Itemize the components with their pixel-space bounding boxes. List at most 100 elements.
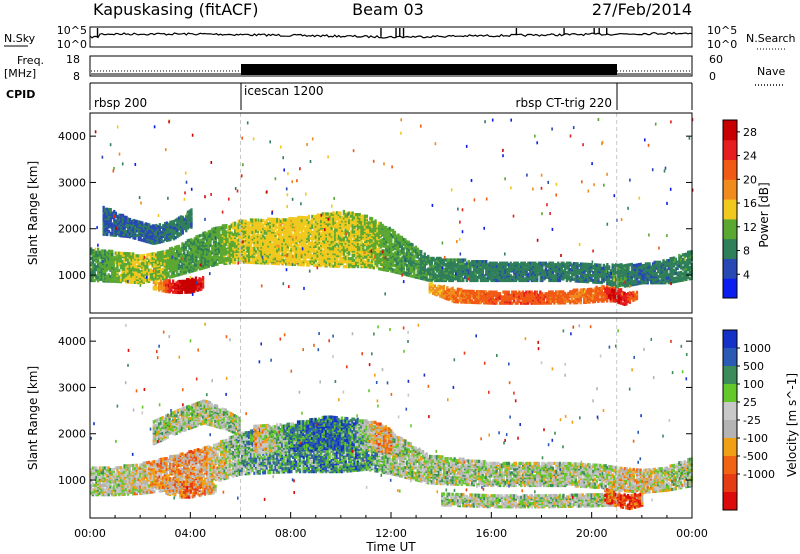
heatmap-cell	[172, 247, 175, 251]
heatmap-cell	[205, 232, 209, 236]
heatmap-cell	[191, 245, 195, 249]
heatmap-cell	[193, 237, 196, 241]
heatmap-cell	[370, 217, 374, 221]
heatmap-cell	[91, 250, 95, 254]
heatmap-cell	[216, 250, 219, 254]
heatmap-cell	[130, 277, 133, 281]
heatmap-cell	[411, 243, 414, 247]
heatmap-cell	[163, 275, 166, 279]
heatmap-cell	[211, 235, 214, 239]
heatmap-cell	[93, 263, 96, 267]
heatmap-cell	[184, 246, 188, 250]
noise-left-tick-top: 10^5	[57, 24, 87, 37]
heatmap-cell	[167, 254, 170, 258]
heatmap-cell	[423, 252, 426, 256]
heatmap-cell	[197, 252, 200, 256]
heatmap-cell	[155, 275, 158, 279]
heatmap-cell	[170, 268, 174, 272]
heatmap-cell	[125, 263, 128, 267]
heatmap-cell	[111, 276, 114, 280]
heatmap-cell	[128, 255, 131, 259]
heatmap-cell	[123, 262, 126, 267]
heatmap-cell	[98, 250, 102, 255]
heatmap-cell	[132, 280, 135, 284]
cpid-segment-2: icescan 1200	[244, 84, 323, 98]
heatmap-cell	[107, 262, 110, 266]
heatmap-cell	[183, 248, 186, 252]
heatmap-cell	[142, 254, 145, 258]
heatmap-cell	[214, 258, 217, 262]
heatmap-cell	[162, 258, 165, 262]
heatmap-cell	[179, 255, 182, 259]
heatmap-cell	[160, 268, 163, 272]
heatmap-cell	[204, 231, 207, 235]
heatmap-cell	[365, 214, 368, 218]
heatmap-cell	[93, 249, 96, 253]
heatmap-cell	[151, 269, 154, 273]
heatmap-cell	[162, 261, 165, 265]
heatmap-cell	[140, 254, 144, 258]
heatmap-cell	[234, 221, 237, 225]
heatmap-cell	[147, 253, 151, 257]
heatmap-cell	[198, 253, 202, 257]
heatmap-cell	[98, 254, 102, 258]
heatmap-cell	[177, 266, 181, 270]
heatmap-cell	[165, 260, 168, 264]
heatmap-cell	[197, 242, 200, 246]
heatmap-cell	[107, 265, 110, 269]
heatmap-cell	[90, 277, 93, 281]
heatmap-cell	[162, 252, 165, 256]
heatmap-cell	[216, 226, 219, 230]
heatmap-cell	[105, 263, 109, 267]
noise-right-tick-bottom: 10^0	[707, 38, 737, 51]
heatmap-cell	[209, 243, 212, 248]
heatmap-cell	[209, 229, 212, 233]
heatmap-cell	[125, 266, 128, 270]
heatmap-cell	[188, 246, 191, 250]
heatmap-cell	[135, 254, 138, 258]
heatmap-cell	[205, 238, 209, 242]
heatmap-cell	[204, 234, 207, 238]
heatmap-cell	[91, 274, 95, 278]
heatmap-cell	[95, 250, 98, 254]
heatmap-cell	[111, 263, 114, 268]
heatmap-cell	[372, 266, 375, 270]
heatmap-cell	[118, 275, 121, 279]
heatmap-cell	[211, 227, 214, 231]
heatmap-cell	[290, 231, 293, 235]
heatmap-cell	[111, 249, 114, 253]
heatmap-cell	[119, 254, 123, 259]
heatmap-cell	[190, 244, 193, 248]
heatmap-cell	[139, 274, 142, 278]
heatmap-cell	[137, 268, 140, 272]
heatmap-cell	[125, 253, 128, 257]
heatmap-cell	[111, 257, 114, 261]
heatmap-cell	[190, 238, 193, 242]
heatmap-cell	[174, 256, 177, 260]
heatmap-cell	[197, 234, 200, 238]
heatmap-cell	[95, 268, 98, 272]
heatmap-cell	[104, 249, 107, 253]
heatmap-cell	[211, 248, 214, 252]
date-label: 27/Feb/2014	[592, 0, 692, 19]
heatmap-cell	[342, 252, 346, 256]
heatmap-cell	[176, 253, 179, 257]
heatmap-cell	[112, 270, 116, 274]
heatmap-cell	[151, 252, 154, 256]
heatmap-cell	[209, 250, 212, 254]
heatmap-cell	[198, 242, 202, 246]
heatmap-cell	[214, 240, 217, 244]
heatmap-cell	[204, 248, 207, 252]
heatmap-cell	[153, 252, 156, 256]
heatmap-cell	[105, 260, 109, 264]
heatmap-cell	[177, 244, 181, 248]
heatmap-cell	[212, 235, 216, 239]
heatmap-cell	[183, 251, 186, 255]
heatmap-cell	[147, 278, 151, 282]
heatmap-cell	[188, 256, 191, 260]
heatmap-cell	[214, 244, 217, 248]
heatmap-cell	[107, 249, 110, 253]
heatmap-cell	[207, 247, 210, 251]
heatmap-cell	[142, 277, 145, 281]
heatmap-cell	[95, 274, 98, 278]
